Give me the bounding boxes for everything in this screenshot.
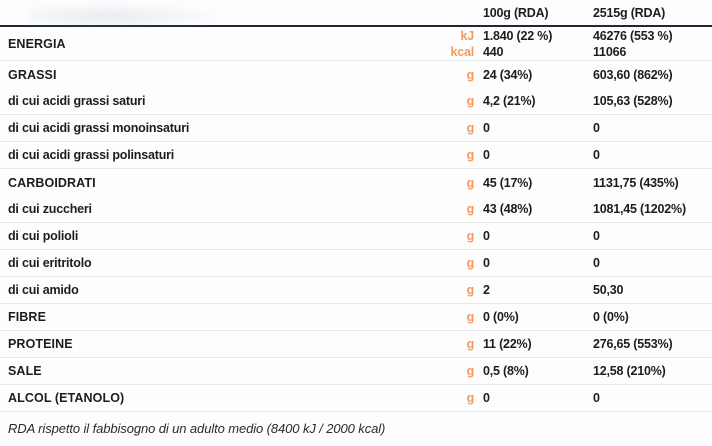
table-row-sale: SALE g 0,5 (8%) 12,58 (210%) bbox=[0, 358, 712, 385]
value-total: 0 bbox=[593, 121, 600, 135]
value-100g: 0 bbox=[483, 121, 490, 135]
table-row-zuccheri: di cui zuccheri g 43 (48%) 1081,45 (1202… bbox=[0, 196, 712, 223]
unit-labels: kJ kcal bbox=[434, 28, 483, 60]
table-row-grassi-monoinsaturi: di cui acidi grassi monoinsaturi g 0 0 bbox=[0, 115, 712, 142]
table-row-eritritolo: di cui eritritolo g 0 0 bbox=[0, 250, 712, 277]
table-row-grassi-saturi: di cui acidi grassi saturi g 4,2 (21%) 1… bbox=[0, 88, 712, 115]
unit-label: g bbox=[466, 175, 475, 190]
table-row-alcol: ALCOL (ETANOLO) g 0 0 bbox=[0, 385, 712, 412]
row-label: di cui amido bbox=[8, 283, 79, 297]
row-label: di cui polioli bbox=[8, 229, 79, 243]
unit-label: g bbox=[466, 94, 475, 108]
value-total: 50,30 bbox=[593, 283, 624, 297]
table-row-carboidrati: CARBOIDRATI g 45 (17%) 1131,75 (435%) bbox=[0, 169, 712, 196]
value-total: 276,65 (553%) bbox=[593, 337, 673, 351]
unit-label: g bbox=[466, 121, 475, 135]
value-100g: 0 bbox=[483, 229, 490, 243]
row-label: di cui acidi grassi polinsaturi bbox=[8, 148, 175, 162]
value-100g: 0,5 (8%) bbox=[483, 364, 529, 378]
row-label: SALE bbox=[8, 364, 42, 378]
unit-label: g bbox=[466, 256, 475, 270]
unit-kcal: kcal bbox=[450, 44, 474, 59]
rda-footnote: RDA rispetto il fabbisogno di un adulto … bbox=[8, 421, 386, 436]
table-row-fibre: FIBRE g 0 (0%) 0 (0%) bbox=[0, 304, 712, 331]
value-total: 46276 (553 %) 11066 bbox=[593, 28, 704, 60]
row-label: di cui acidi grassi saturi bbox=[8, 94, 146, 108]
value-total: 12,58 (210%) bbox=[593, 364, 666, 378]
value-total: 0 (0%) bbox=[593, 310, 629, 324]
unit-label: g bbox=[466, 364, 475, 378]
value-100g: 0 bbox=[483, 391, 490, 405]
unit-label: g bbox=[466, 391, 475, 405]
value-total: 0 bbox=[593, 391, 600, 405]
table-row-grassi: GRASSI g 24 (34%) 603,60 (862%) bbox=[0, 61, 712, 88]
value-100g: 43 (48%) bbox=[483, 202, 533, 216]
value-kj-100g: 1.840 (22 %) bbox=[483, 28, 553, 43]
value-kcal-100g: 440 bbox=[483, 44, 504, 59]
table-row-grassi-polinsaturi: di cui acidi grassi polinsaturi g 0 0 bbox=[0, 142, 712, 169]
row-label: di cui acidi grassi monoinsaturi bbox=[8, 121, 190, 135]
value-total: 603,60 (862%) bbox=[593, 67, 673, 82]
row-label: CARBOIDRATI bbox=[8, 175, 96, 190]
unit-label: g bbox=[466, 337, 475, 351]
table-row-proteine: PROTEINE g 11 (22%) 276,65 (553%) bbox=[0, 331, 712, 358]
row-label: GRASSI bbox=[8, 67, 57, 82]
unit-label: g bbox=[466, 283, 475, 297]
table-header-row: 100g (RDA) 2515g (RDA) bbox=[0, 0, 712, 27]
row-label: ENERGIA bbox=[8, 36, 66, 51]
unit-label: g bbox=[466, 229, 475, 243]
row-label: ALCOL (ETANOLO) bbox=[8, 391, 125, 405]
column-header-total: 2515g (RDA) bbox=[593, 5, 666, 20]
value-100g: 1.840 (22 %) 440 bbox=[483, 28, 593, 60]
unit-label: g bbox=[466, 67, 475, 82]
row-label: di cui zuccheri bbox=[8, 202, 92, 216]
value-100g: 4,2 (21%) bbox=[483, 94, 536, 108]
value-total: 0 bbox=[593, 148, 600, 162]
table-row-polioli: di cui polioli g 0 0 bbox=[0, 223, 712, 250]
value-kcal-total: 11066 bbox=[593, 44, 627, 59]
value-total: 0 bbox=[593, 229, 600, 243]
row-label: di cui eritritolo bbox=[8, 256, 92, 270]
value-100g: 11 (22%) bbox=[483, 337, 532, 351]
value-total: 0 bbox=[593, 256, 600, 270]
column-header-100g: 100g (RDA) bbox=[483, 5, 549, 20]
unit-label: g bbox=[466, 310, 475, 324]
row-label: PROTEINE bbox=[8, 337, 73, 351]
value-100g: 0 bbox=[483, 256, 490, 270]
value-100g: 2 bbox=[483, 283, 490, 297]
unit-label: g bbox=[466, 202, 475, 216]
table-row-amido: di cui amido g 2 50,30 bbox=[0, 277, 712, 304]
value-total: 105,63 (528%) bbox=[593, 94, 673, 108]
unit-kj: kJ bbox=[460, 28, 474, 43]
value-100g: 0 (0%) bbox=[483, 310, 519, 324]
value-total: 1131,75 (435%) bbox=[593, 175, 679, 190]
value-kj-total: 46276 (553 %) bbox=[593, 28, 673, 43]
value-100g: 45 (17%) bbox=[483, 175, 533, 190]
value-100g: 0 bbox=[483, 148, 490, 162]
table-row-energia: ENERGIA kJ kcal 1.840 (22 %) 440 46276 (… bbox=[0, 27, 712, 61]
value-total: 1081,45 (1202%) bbox=[593, 202, 686, 216]
unit-label: g bbox=[466, 148, 475, 162]
row-label: FIBRE bbox=[8, 310, 46, 324]
value-100g: 24 (34%) bbox=[483, 67, 533, 82]
